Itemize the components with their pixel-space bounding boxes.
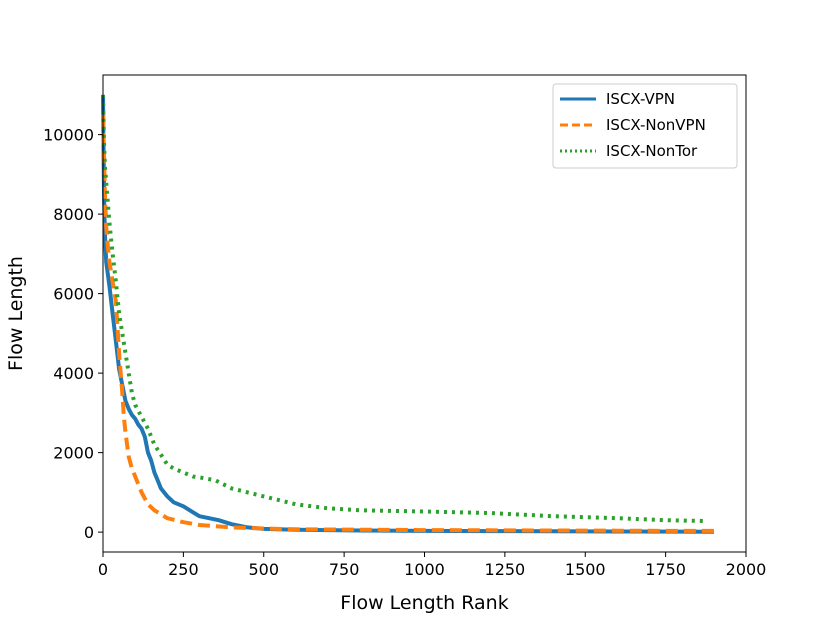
legend-label-iscx-nonvpn: ISCX-NonVPN	[606, 116, 706, 134]
y-tick-label: 0	[84, 523, 94, 542]
x-tick-label: 750	[329, 560, 360, 579]
y-tick-label: 6000	[53, 285, 94, 304]
series-line-iscx-nonvpn	[101, 114, 718, 533]
y-tick-label: 2000	[53, 444, 94, 463]
series-line-iscx-nontor	[101, 94, 705, 523]
x-tick-label: 1250	[485, 560, 526, 579]
x-axis-ticks: 0 250 500 750 1000 1250 1500 1750 2000	[98, 552, 766, 579]
y-tick-label: 10000	[43, 126, 94, 145]
x-axis-title: Flow Length Rank	[340, 592, 508, 614]
y-axis-ticks: 0 2000 4000 6000 8000 10000	[43, 126, 103, 542]
y-tick-label: 8000	[53, 205, 94, 224]
legend-box	[552, 83, 738, 169]
series-line-iscx-vpn	[101, 94, 714, 534]
x-tick-label: 250	[168, 560, 199, 579]
series-lines	[101, 94, 718, 534]
y-tick-label: 4000	[53, 364, 94, 383]
x-tick-label: 500	[248, 560, 279, 579]
x-tick-label: 0	[98, 560, 108, 579]
x-tick-label: 1500	[565, 560, 606, 579]
x-tick-label: 2000	[726, 560, 767, 579]
y-axis-title: Flow Length	[5, 256, 27, 371]
x-tick-label: 1750	[645, 560, 686, 579]
x-tick-label: 1000	[404, 560, 445, 579]
legend-label-iscx-nontor: ISCX-NonTor	[606, 142, 698, 160]
legend-label-iscx-vpn: ISCX-VPN	[606, 90, 675, 108]
legend: ISCX-VPN ISCX-NonVPN ISCX-NonTor	[552, 83, 738, 169]
